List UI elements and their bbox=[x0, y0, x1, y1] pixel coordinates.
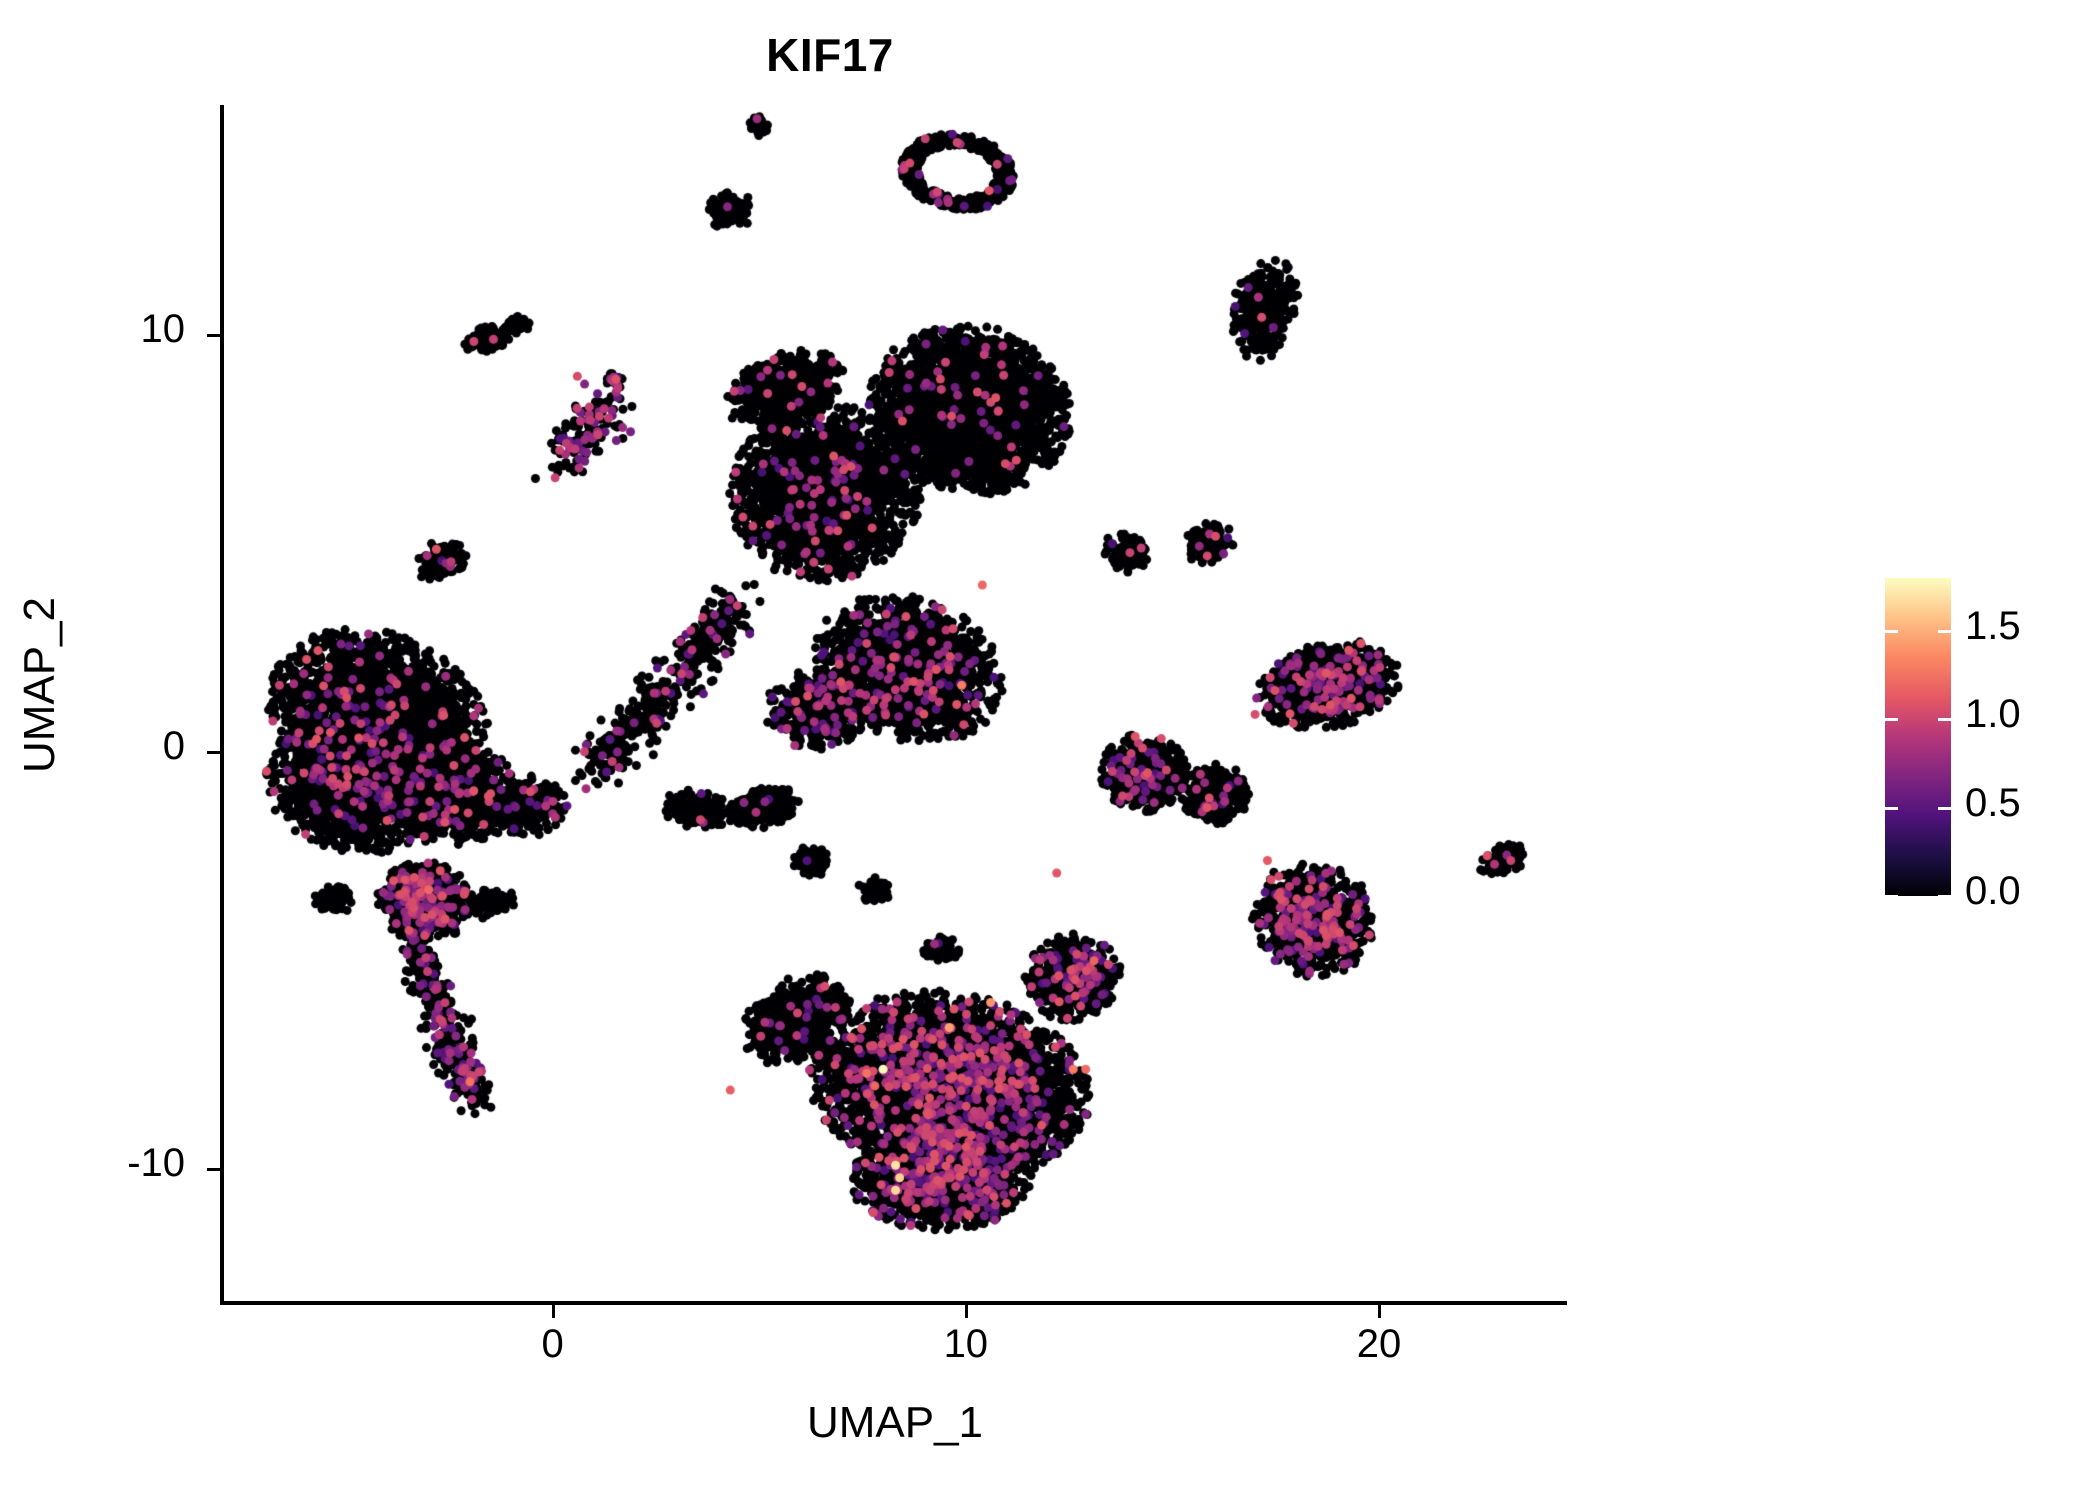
y-tick-mark bbox=[207, 751, 220, 754]
y-tick-label: -10 bbox=[127, 1141, 185, 1186]
colorbar-tick-label: 1.0 bbox=[1965, 692, 2021, 737]
colorbar-tick-mark bbox=[1938, 630, 1951, 633]
colorbar-tick-mark bbox=[1938, 806, 1951, 810]
colorbar-tick-mark bbox=[1885, 718, 1898, 722]
colorbar-tick-mark bbox=[1885, 895, 1898, 898]
colorbar-tick-mark bbox=[1938, 895, 1951, 898]
y-tick-label: 10 bbox=[140, 306, 186, 351]
y-axis-label: UMAP_2 bbox=[15, 596, 64, 774]
y-tick-mark bbox=[207, 1168, 220, 1172]
x-tick-mark bbox=[551, 1305, 555, 1318]
colorbar-tick-label: 0.5 bbox=[1965, 780, 2021, 825]
y-tick-label: 0 bbox=[162, 724, 185, 768]
x-tick-label: 10 bbox=[943, 1322, 989, 1366]
page-title: KIF17 bbox=[766, 29, 894, 81]
y-axis-line bbox=[220, 105, 224, 1305]
y-tick-mark bbox=[207, 333, 220, 337]
colorbar-tick-label: 1.5 bbox=[1965, 604, 2021, 648]
colorbar-gradient bbox=[1885, 578, 1951, 896]
x-tick-label: 20 bbox=[1356, 1322, 1402, 1366]
x-tick-mark bbox=[964, 1305, 968, 1318]
x-axis-line bbox=[222, 1301, 1567, 1305]
plot-panel bbox=[222, 105, 1565, 1303]
x-axis-label: UMAP_1 bbox=[806, 1398, 984, 1447]
x-tick-mark bbox=[1378, 1305, 1382, 1318]
colorbar-tick-label: 0.0 bbox=[1965, 869, 2021, 913]
colorbar-tick-mark bbox=[1885, 806, 1898, 810]
x-tick-label: 0 bbox=[541, 1322, 564, 1366]
umap-scatter-plot bbox=[222, 105, 1565, 1303]
colorbar-tick-mark bbox=[1938, 718, 1951, 722]
colorbar-legend bbox=[1885, 578, 1951, 898]
colorbar-tick-mark bbox=[1885, 630, 1898, 633]
